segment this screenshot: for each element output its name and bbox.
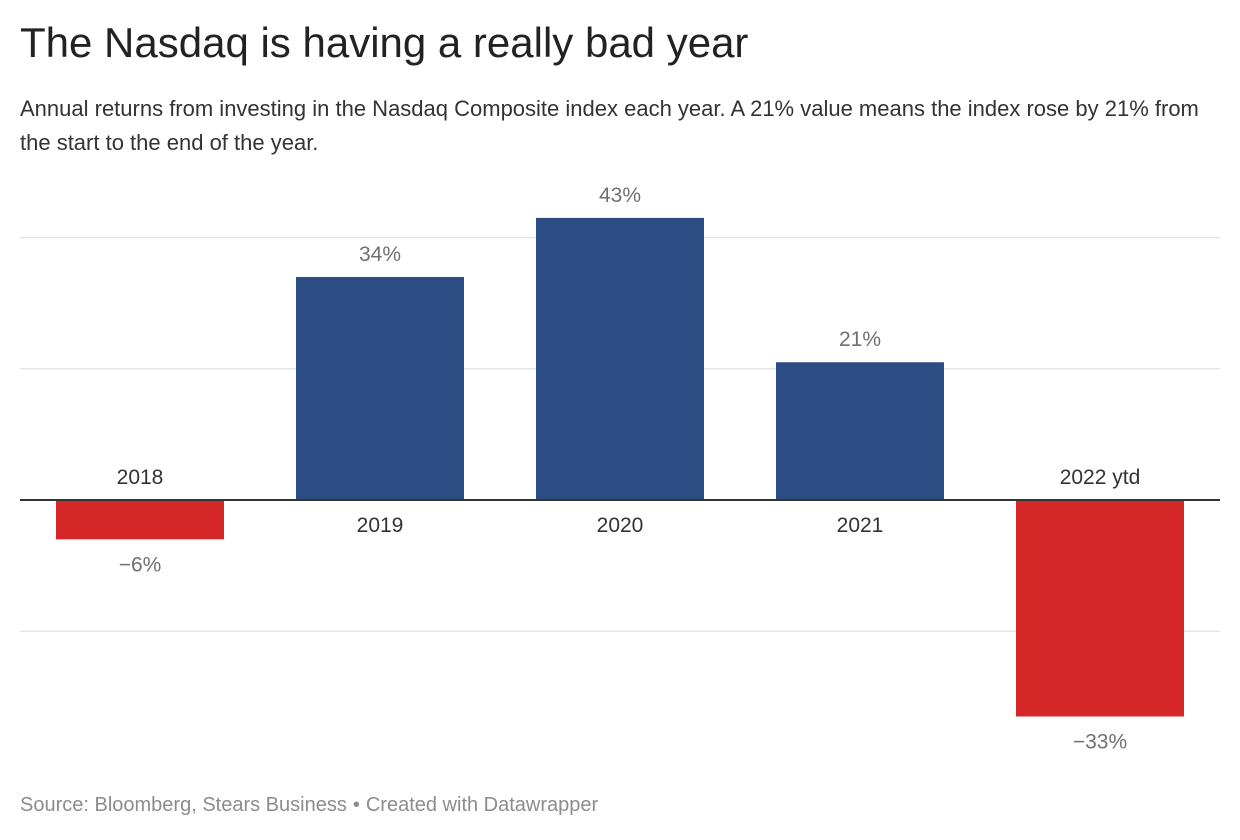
value-label: 34%: [359, 243, 401, 266]
category-label: 2022 ytd: [1060, 466, 1141, 489]
value-label: 21%: [839, 328, 881, 351]
chart-subtitle: Annual returns from investing in the Nas…: [20, 96, 1199, 155]
bar-2022-ytd[interactable]: [1016, 500, 1184, 717]
category-label: 2021: [837, 514, 884, 537]
bar-2018[interactable]: [56, 500, 224, 540]
bar-2021[interactable]: [776, 362, 944, 500]
bars: [56, 217, 1184, 717]
category-label: 2020: [597, 514, 644, 537]
value-label: 43%: [599, 184, 641, 207]
source-text: Source: Bloomberg, Stears Business: [20, 794, 347, 816]
value-label: −6%: [119, 553, 162, 576]
credit-link[interactable]: Created with Datawrapper: [365, 794, 599, 816]
value-label: −33%: [1073, 730, 1127, 753]
bar-2019[interactable]: [296, 276, 464, 500]
category-label: 2019: [357, 514, 404, 537]
labels: −6% 2018 34% 2019 43% 2020 21% 2021 −33% 2022 ytd: [20, 184, 1220, 753]
chart-footer: Source: Bloomberg, Stears Business • Creat…: [20, 794, 598, 817]
category-label: 2018: [117, 466, 164, 489]
footer-separator: •: [352, 794, 360, 816]
chart-title: The Nasdaq is having a really bad year: [20, 19, 749, 66]
bar-2020[interactable]: [536, 217, 704, 501]
